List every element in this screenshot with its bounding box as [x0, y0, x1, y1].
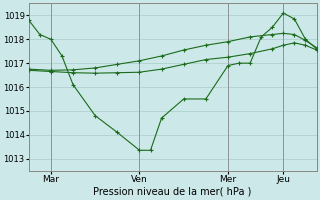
X-axis label: Pression niveau de la mer( hPa ): Pression niveau de la mer( hPa ): [93, 187, 252, 197]
